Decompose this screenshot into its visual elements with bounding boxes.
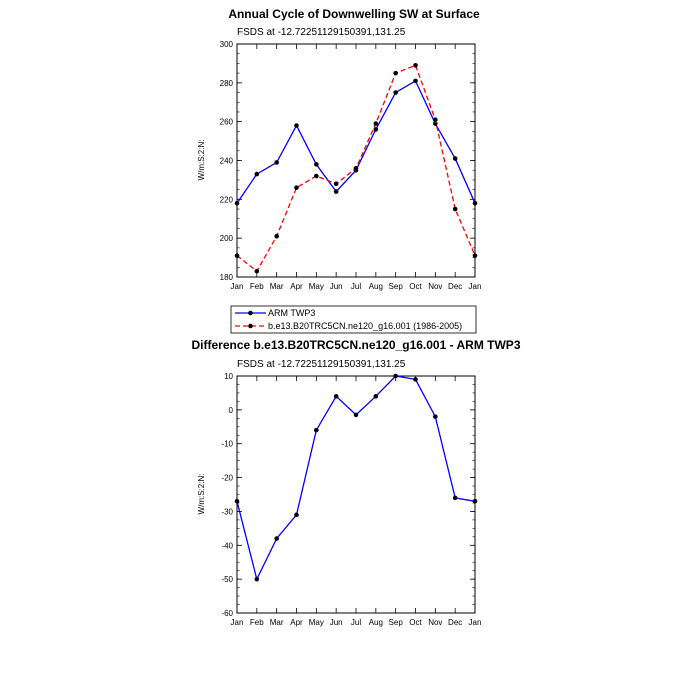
data-point-0 [472,200,478,206]
data-point-0 [314,162,319,167]
data-point-0 [254,171,260,177]
x-tick-label: Sep [389,282,404,291]
x-tick-label: Nov [428,282,442,291]
data-point-0 [452,156,458,161]
x-tick-label: Jan [469,618,482,627]
data-point-0 [333,394,339,399]
x-tick-label: Sep [389,618,404,627]
data-point-1 [353,165,359,171]
legend-box [230,305,477,334]
x-tick-label: Jul [351,282,361,291]
y-tick-label: -60 [221,609,233,618]
x-tick-label: Nov [428,618,442,627]
x-tick-label: Dec [448,282,462,291]
series-line-0 [236,79,476,204]
plot-area: Jan Feb Mar Apr May Jun Jul Aug Sep Oct Nov Dec Jan1… [220,40,482,291]
data-point-0 [254,576,260,582]
legend-label-model: b.e13.B20TRC5CN.ne120_g16.001 (1986-2005… [268,321,462,331]
legend-marker-model [248,323,253,329]
data-point-1 [234,253,240,258]
legend-label-arm: ARM TWP3 [268,308,315,318]
x-tick-label: Jul [351,618,361,627]
chart-subtitle: FSDS at -12.72251129150391,131.25 [237,27,406,38]
data-point-1 [393,70,398,76]
x-tick-label: Jun [330,282,343,291]
data-point-1 [254,268,260,274]
y-tick-label: -50 [221,575,233,584]
y-tick-label: 180 [220,273,234,282]
y-tick-label: 220 [220,195,234,204]
data-point-0 [294,123,299,128]
data-point-1 [472,253,478,258]
chart-title: Difference b.e13.B20TRC5CN.ne120_g16.001… [191,338,520,352]
x-tick-label: Aug [369,282,383,291]
y-tick-label: 200 [220,234,234,243]
x-tick-label: Apr [290,282,303,291]
y-tick-label: 240 [220,157,234,166]
x-tick-label: Mar [270,282,284,291]
data-point-0 [472,498,478,504]
chart-title: Annual Cycle of Downwelling SW at Surfac… [228,7,480,21]
data-point-0 [294,512,299,518]
data-point-0 [373,394,379,399]
data-point-1 [373,121,379,126]
series-line-0 [236,375,476,581]
legend: ARM TWP3 b.e13.B20TRC5CN.ne120_g16.001 (… [230,305,477,334]
data-point-0 [353,412,359,418]
data-point-0 [433,414,438,419]
x-tick-label: Mar [270,618,284,627]
plot-frame [236,375,476,614]
data-point-1 [274,233,279,239]
data-point-0 [314,427,319,433]
x-tick-label: May [309,618,324,627]
chart-subtitle: FSDS at -12.72251129150391,131.25 [237,359,406,370]
data-point-0 [274,536,279,541]
data-point-0 [274,160,279,165]
x-tick-label: Jun [330,618,343,627]
data-point-1 [452,206,458,212]
data-point-0 [234,498,240,504]
y-tick-label: -20 [221,474,233,483]
data-point-1 [333,181,339,187]
x-tick-label: Oct [409,282,422,291]
data-point-0 [393,90,398,95]
data-point-1 [314,173,319,179]
x-tick-label: Feb [250,282,264,291]
y-tick-label: 300 [220,40,234,49]
y-axis-label: W/m:S:2:N: [197,140,206,181]
x-tick-label: Apr [290,618,303,627]
y-tick-label: 10 [224,372,233,381]
x-tick-label: Dec [448,618,462,627]
data-point-0 [373,127,379,132]
data-point-0 [333,189,339,194]
data-point-0 [452,495,458,501]
difference-chart: Difference b.e13.B20TRC5CN.ne120_g16.001… [191,338,520,627]
y-tick-label: -40 [221,541,233,550]
x-tick-label: Aug [369,618,383,627]
legend-marker-arm [248,310,253,316]
y-tick-label: -10 [221,440,233,449]
x-tick-label: Jan [231,618,244,627]
data-point-1 [294,185,299,190]
y-tick-label: 0 [229,406,234,415]
x-tick-label: Jan [231,282,244,291]
data-point-0 [413,377,418,382]
data-point-1 [433,117,438,123]
y-tick-label: 280 [220,79,234,88]
data-point-0 [234,200,240,206]
annual-cycle-chart: Annual Cycle of Downwelling SW at Surfac… [197,7,481,291]
data-point-0 [413,78,418,84]
x-tick-label: Feb [250,618,264,627]
data-point-1 [413,63,418,68]
y-tick-label: 260 [220,118,234,127]
y-axis-label: W/m:S:2:N: [197,474,206,515]
x-tick-label: Oct [409,618,422,627]
x-tick-label: Jan [469,282,482,291]
plot-area: Jan Feb Mar Apr May Jun Jul Aug Sep Oct Nov Dec Jan-… [221,372,481,627]
y-tick-label: -30 [221,507,233,516]
data-point-0 [393,373,398,379]
x-tick-label: May [309,282,324,291]
